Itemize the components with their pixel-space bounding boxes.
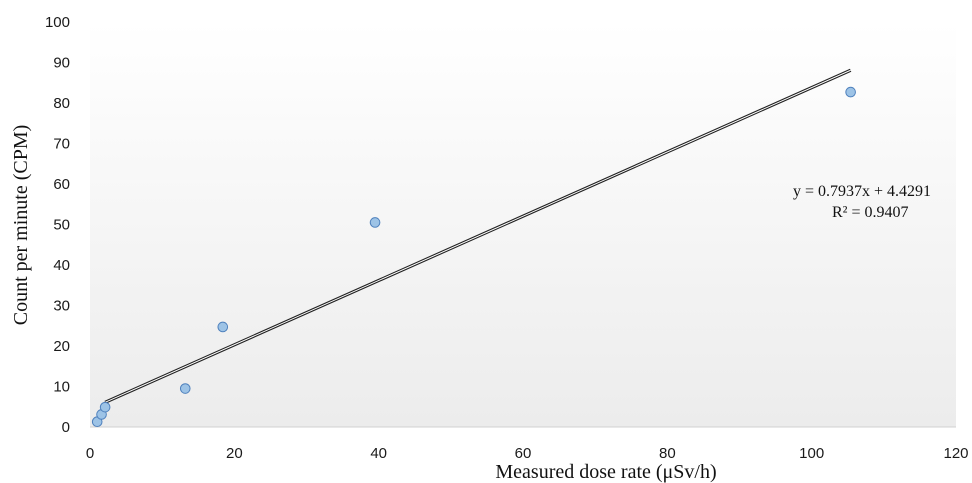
- x-tick-label: 40: [370, 445, 387, 462]
- data-point: [217, 321, 229, 333]
- y-tick-label: 20: [53, 338, 70, 355]
- data-point: [99, 401, 111, 413]
- trendline-r-squared: R² = 0.9407: [832, 204, 909, 221]
- data-series: [91, 86, 856, 428]
- y-tick-label: 10: [53, 379, 70, 396]
- y-tick-label: 50: [53, 217, 70, 234]
- data-point: [369, 217, 381, 228]
- y-tick-label: 70: [53, 136, 70, 153]
- y-tick-label: 100: [45, 14, 70, 31]
- trendline-inner: [104, 69, 851, 403]
- data-point: [845, 86, 856, 98]
- x-axis-title: Measured dose rate (μSv/h): [495, 461, 716, 483]
- plot-area: [90, 22, 956, 427]
- x-tick-label: 100: [799, 445, 824, 462]
- x-tick-label: 80: [659, 445, 676, 462]
- y-tick-label: 0: [62, 419, 70, 436]
- x-axis: 0 20 40 60 80 100 120: [86, 445, 969, 462]
- y-axis: 0 10 20 30 40 50 60 70 80 90 100: [45, 14, 70, 436]
- data-point: [179, 383, 191, 394]
- x-tick-label: 120: [943, 445, 968, 462]
- y-tick-label: 40: [53, 257, 70, 274]
- x-tick-label: 60: [515, 445, 532, 462]
- y-tick-label: 90: [53, 55, 70, 72]
- trendline-equation: y = 0.7937x + 4.4291: [793, 183, 931, 200]
- x-tick-label: 20: [226, 445, 243, 462]
- y-tick-label: 60: [53, 176, 70, 193]
- x-tick-label: 0: [86, 445, 94, 462]
- y-tick-label: 80: [53, 95, 70, 112]
- y-tick-label: 30: [53, 298, 70, 315]
- trendline: [104, 68, 852, 404]
- y-axis-title: Count per minute (CPM): [10, 125, 32, 326]
